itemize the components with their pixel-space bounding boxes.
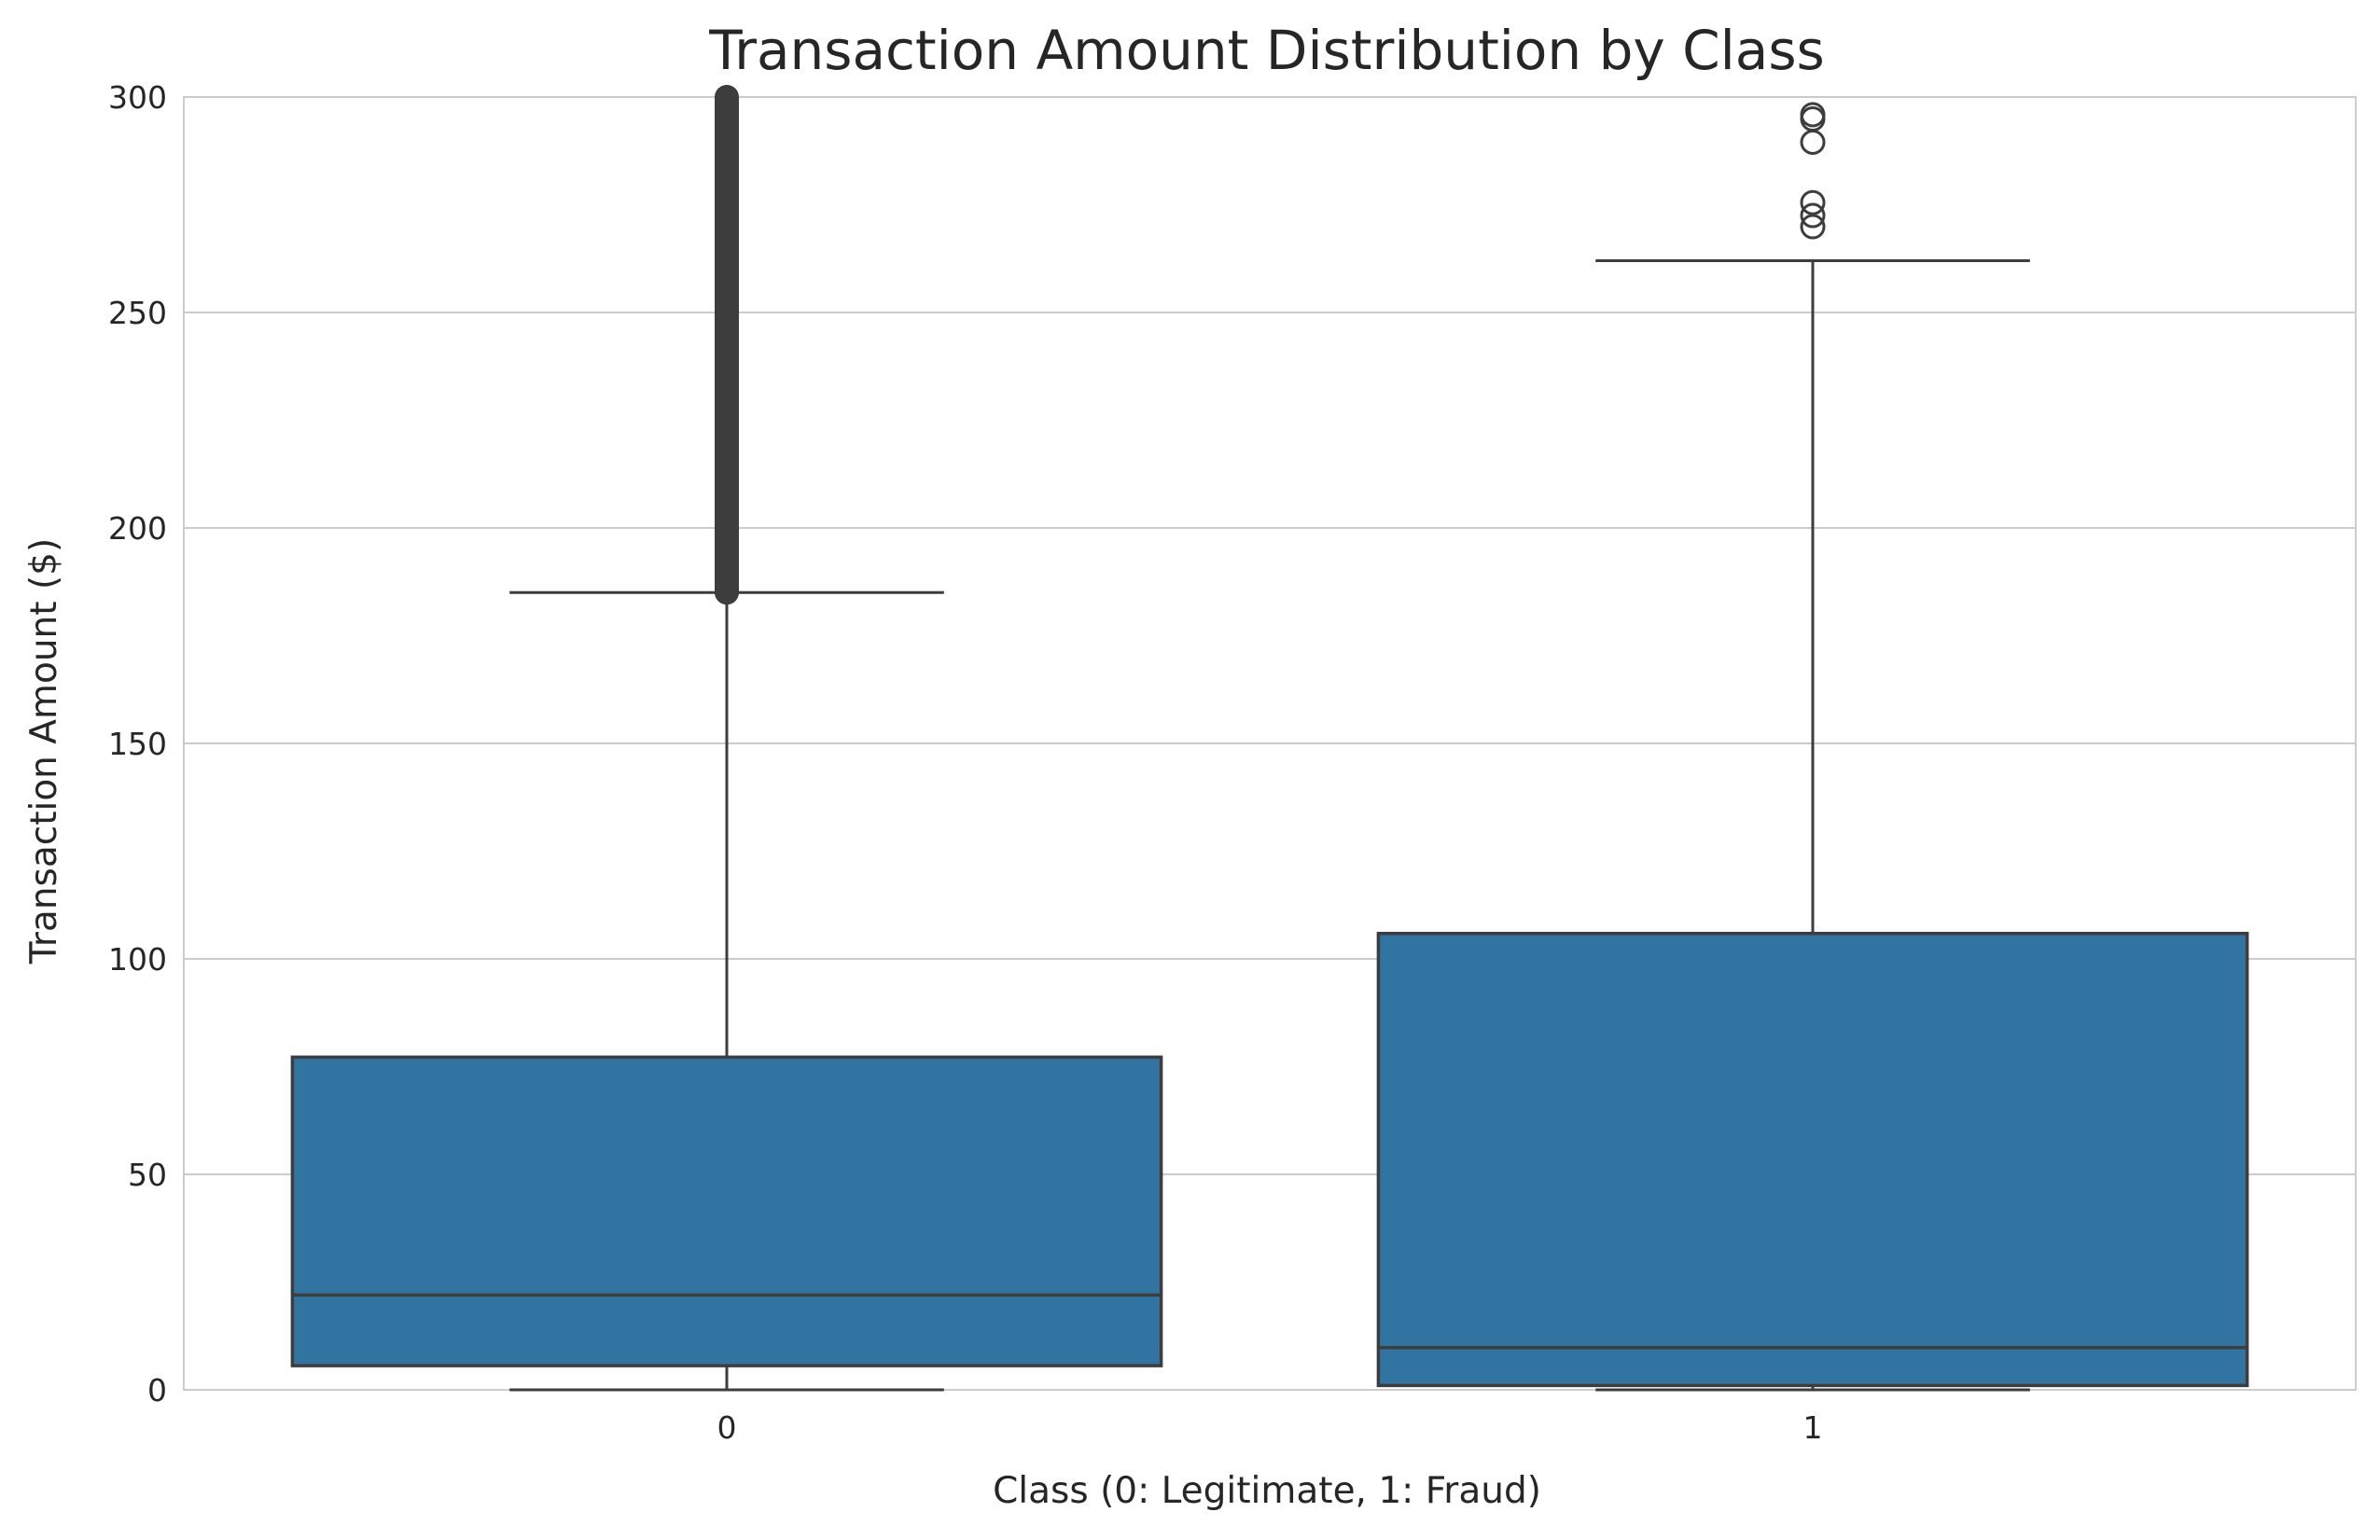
x-tick-label: 1 <box>1803 1409 1823 1446</box>
box-0 <box>290 85 1163 1392</box>
y-tick-label: 250 <box>108 295 167 331</box>
y-tick-label: 100 <box>108 941 167 978</box>
y-axis-label: Transaction Amount ($) <box>23 538 65 964</box>
iqr-box <box>290 1055 1163 1367</box>
box-series <box>290 85 2249 1392</box>
outlier-point <box>1800 202 1826 229</box>
plot-area-frame <box>183 96 2357 1391</box>
chart-title: Transaction Amount Distribution by Class <box>708 19 1825 82</box>
outlier-point <box>1800 102 1826 128</box>
y-tick-labels: 0 50 100 150 200 250 300 <box>108 79 167 1408</box>
x-axis-label: Class (0: Legitimate, 1: Fraud) <box>993 1470 1541 1512</box>
y-tick-label: 50 <box>128 1157 167 1193</box>
y-tick-label: 0 <box>147 1372 167 1408</box>
outlier-point <box>1800 189 1826 215</box>
y-tick-label: 300 <box>108 79 167 116</box>
box-1 <box>1376 102 2249 1392</box>
y-tick-label: 200 <box>108 510 167 547</box>
iqr-box <box>1376 931 2249 1388</box>
outlier-point <box>1800 214 1826 240</box>
x-tick-label: 0 <box>717 1409 737 1446</box>
y-tick-label: 150 <box>108 726 167 762</box>
